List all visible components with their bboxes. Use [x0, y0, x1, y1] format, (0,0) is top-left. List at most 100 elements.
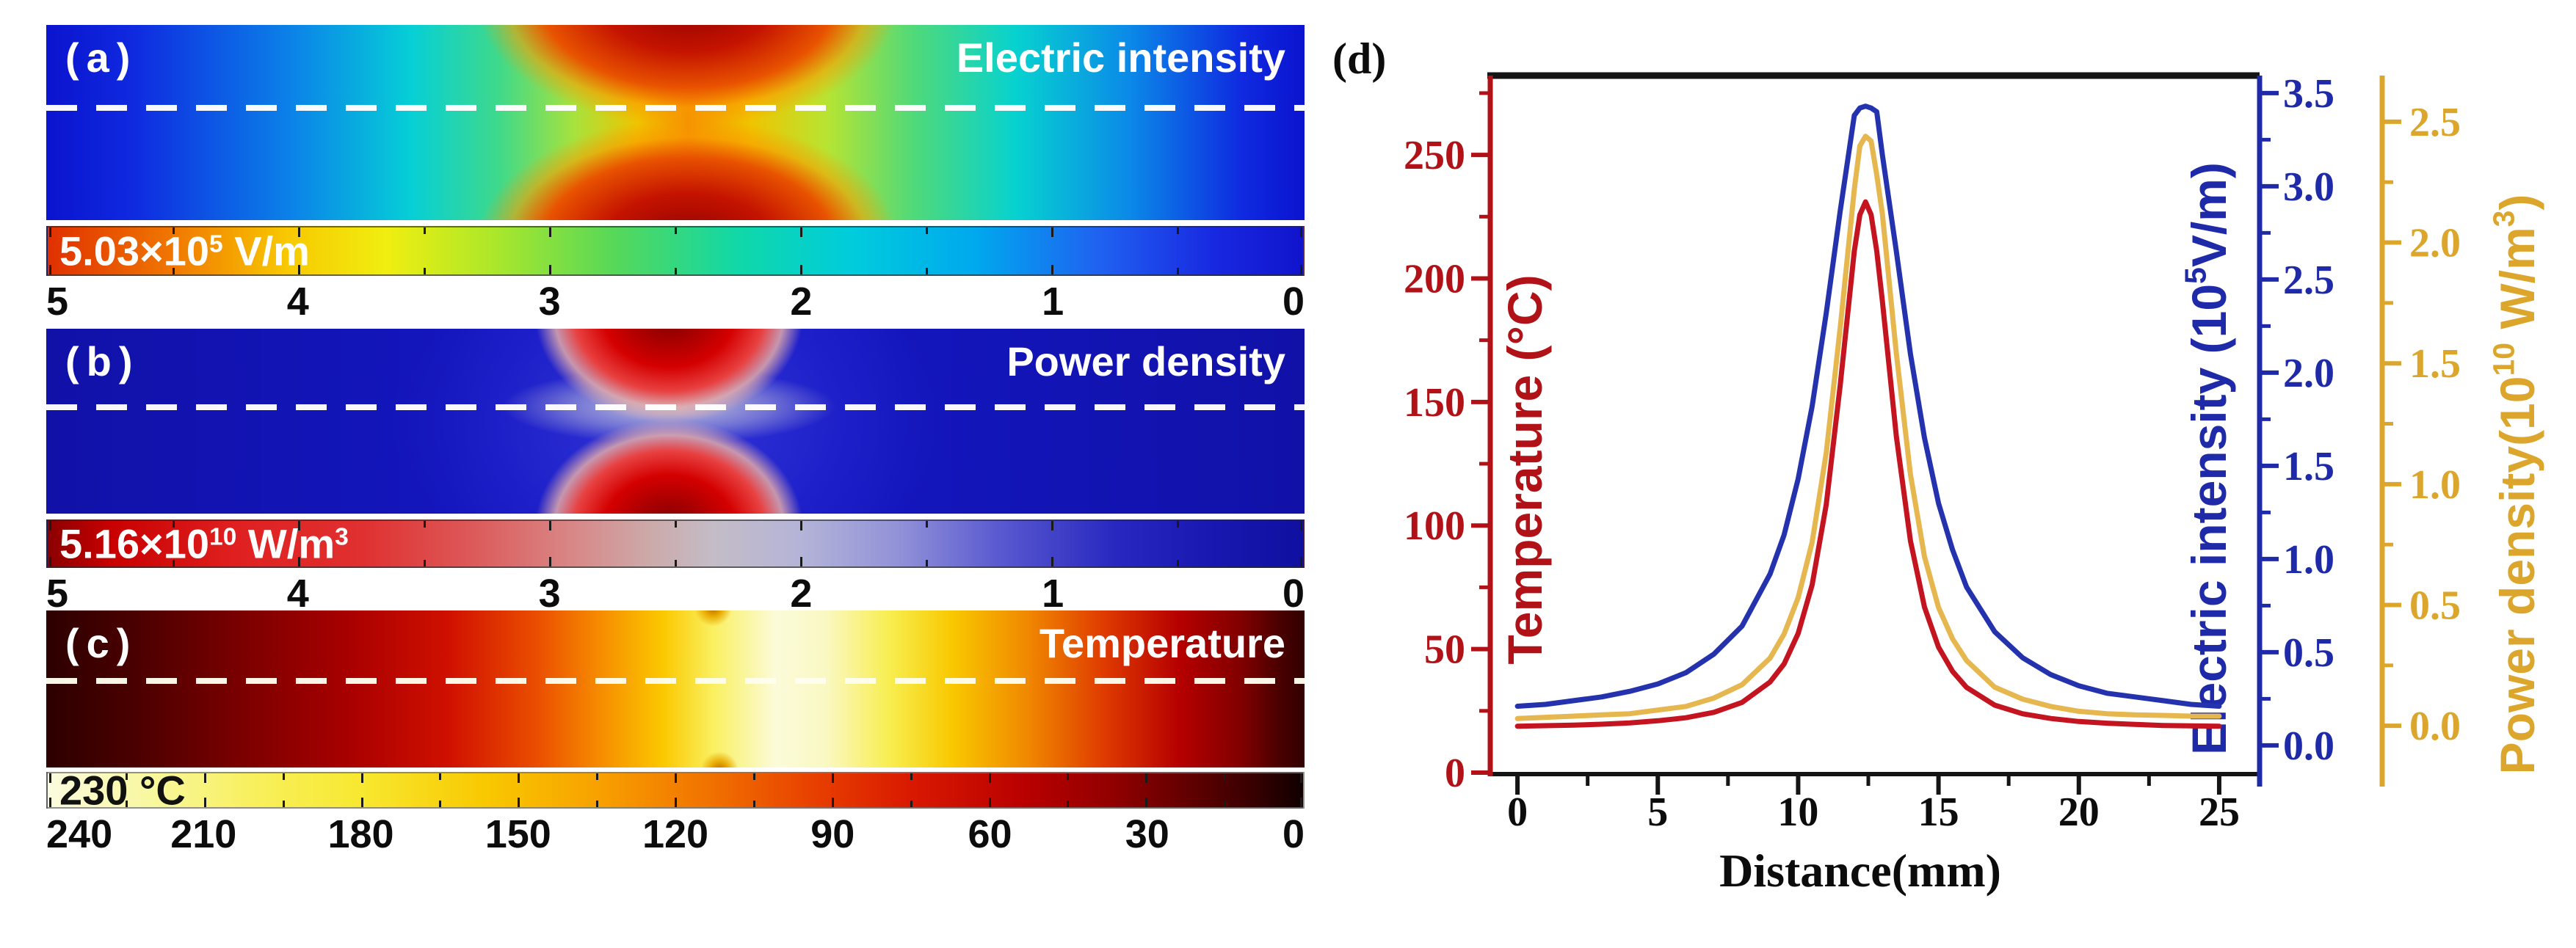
y-tick-label: 1.0 [2283, 537, 2334, 583]
scale-tick-label: 60 [968, 812, 1012, 856]
y-tick-label: 2.0 [2283, 351, 2334, 396]
scale-tick-label: 2 [790, 280, 813, 324]
colorbar-tick [1051, 265, 1053, 274]
colorbar-tick [549, 521, 551, 530]
x-tick-label: 10 [1777, 790, 1818, 835]
colorbar-tick [48, 521, 51, 530]
colorbar-tick [988, 798, 991, 807]
scale-axis-electric-intensity: 5 4 3 2 1 0 [46, 279, 1305, 324]
colorbar-tick [1177, 227, 1179, 234]
x-axis-title: Distance(mm) [1719, 845, 2001, 897]
y-tick-label: 3.5 [2283, 71, 2334, 117]
x-tick-label: 25 [2199, 790, 2240, 835]
colorbar-tick [800, 227, 802, 237]
colorbar-tick [298, 557, 300, 566]
label-text: V/m [222, 227, 310, 274]
colorbar-tick [752, 773, 755, 780]
x-tick-label: 15 [1918, 790, 1959, 835]
y-tick-label: 2.5 [2409, 100, 2461, 145]
colorbar-tick [1067, 773, 1070, 780]
colorbar-tick [298, 265, 300, 274]
colorbar-tick [1177, 268, 1179, 274]
colorbar-tick [596, 773, 599, 780]
colorbar-tick [439, 801, 442, 807]
colorbar-tick [48, 265, 51, 274]
colorbar-tick [439, 773, 442, 780]
colorbar-tick [424, 521, 426, 528]
colorbar-tick [675, 798, 677, 807]
colorbar-tick [910, 801, 913, 807]
power-axis-title: Power density(1010 W/m3) [2486, 194, 2544, 775]
colorbar-tick [1300, 521, 1303, 530]
colorbar-tick [549, 557, 551, 566]
y-tick-label: 0.0 [2283, 723, 2334, 769]
heatmap-power-density: (b) Power density [46, 329, 1305, 514]
colorbar-tick [752, 801, 755, 807]
panel-label-a: (a) [65, 34, 138, 81]
scale-tick-label: 210 [170, 812, 237, 856]
scale-tick-label: 5 [46, 572, 69, 616]
colorbar-tick [48, 773, 51, 783]
colorbar-tick [518, 773, 520, 783]
colorbar-tick [125, 801, 128, 807]
colorbar-tick [926, 560, 928, 566]
y-tick-label: 1.5 [2409, 341, 2461, 387]
colorbar-tick [1051, 557, 1053, 566]
colorbar-tick [1300, 557, 1303, 566]
colorbar-max-label-power: 5.16×1010 W/m3 [59, 520, 349, 568]
colorbar-tick [173, 227, 175, 234]
colorbar-tick [1300, 798, 1303, 807]
y-tick-label: 250 [1404, 133, 1465, 178]
scale-tick-label: 240 [46, 812, 113, 856]
label-text: 5.03×10 [59, 227, 209, 274]
colorbar-tick [1051, 227, 1053, 237]
scale-tick-label: 2 [790, 572, 813, 616]
scale-tick-label: 3 [538, 280, 561, 324]
scale-axis-temperature: 240 210 180 150 120 90 60 30 0 [46, 812, 1305, 856]
scale-tick-label: 1 [1042, 280, 1064, 324]
colorbar-tick [424, 560, 426, 566]
colorbar-tick [424, 268, 426, 274]
cutline-dashed-a [46, 105, 1305, 112]
y-tick-label: 150 [1404, 380, 1465, 426]
superscript: 3 [335, 523, 349, 551]
curve-electric [1514, 103, 2222, 709]
scale-tick-label: 5 [46, 280, 69, 324]
colorbar-tick [675, 560, 677, 566]
colorbar-tick [831, 798, 834, 807]
colorbar-tick [675, 521, 677, 528]
colorbar-tick [675, 227, 677, 234]
panel-title-electric-intensity: Electric intensity [956, 34, 1285, 81]
colorbar-max-label-temperature: 230 °C [59, 767, 186, 814]
colorbar-tick [424, 227, 426, 234]
colorbar-tick [203, 798, 206, 807]
colorbar-tick [173, 521, 175, 528]
colorbar-tick [988, 773, 991, 783]
scale-tick-label: 150 [485, 812, 551, 856]
colorbar-tick [125, 773, 128, 780]
colorbar-tick [298, 227, 300, 237]
colorbar-tick [518, 798, 520, 807]
colorbar-tick [1177, 560, 1179, 566]
temperature-axis-title: Temperature (°C) [1498, 274, 1552, 664]
cutline-dashed-b [46, 404, 1305, 411]
scale-tick-label: 30 [1125, 812, 1169, 856]
colorbar-tick [926, 268, 928, 274]
y-tick-label: 0.5 [2409, 583, 2461, 628]
colorbar-tick [360, 773, 363, 783]
scale-tick-label: 0 [1282, 572, 1305, 616]
colorbar-tick [1177, 521, 1179, 528]
colorbar-tick [48, 798, 51, 807]
colorbar-tick [173, 268, 175, 274]
electric-axis-title: Electric intensity (105V/m) [2178, 162, 2236, 755]
colorbar-tick [282, 801, 285, 807]
scale-tick-label: 0 [1282, 812, 1305, 856]
colorbar-tick [173, 560, 175, 566]
y-tick-label: 0 [1445, 751, 1465, 796]
colorbar-tick [926, 227, 928, 234]
curve-temperature [1514, 199, 2222, 729]
colorbar-tick [549, 227, 551, 237]
scale-tick-label: 4 [286, 572, 309, 616]
colorbar-tick [1224, 801, 1227, 807]
